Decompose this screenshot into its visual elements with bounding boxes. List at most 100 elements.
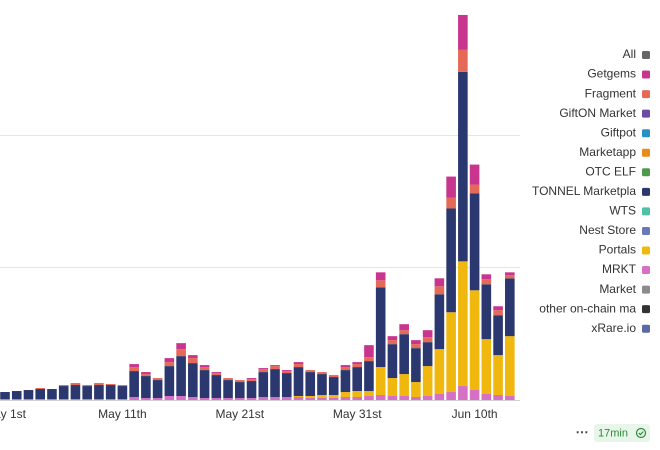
bar-segment: [129, 367, 139, 372]
bar-segment: [117, 399, 128, 400]
bar-segment: [281, 397, 292, 400]
bar-segment: [199, 367, 210, 371]
bar-segment: [152, 398, 163, 400]
bar-segment: [375, 287, 386, 368]
bar-segment: [340, 367, 351, 371]
legend-swatch: [642, 148, 650, 157]
bar-segment: [352, 397, 362, 400]
legend-swatch: [642, 51, 650, 59]
bar-segment: [70, 399, 81, 400]
bar-segment: [317, 374, 327, 396]
x-tick-label: May 11th: [98, 407, 146, 421]
bar-segment: [481, 284, 492, 340]
bar-segment: [364, 391, 374, 397]
bar-segment: [305, 396, 316, 399]
bar-segment: [375, 272, 386, 281]
bar-segment: [375, 367, 386, 396]
legend-label: other on-chain ma: [539, 301, 636, 315]
bar-segment: [399, 334, 409, 375]
legend-label: TONNEL Marketpla: [532, 184, 636, 198]
bar-segment: [411, 382, 421, 398]
bar-segment: [422, 337, 433, 343]
legend: All Getgems Fragment GiftON Market Giftpot Ma…: [532, 47, 650, 335]
bar-segment: [270, 397, 280, 400]
bar-segment: [47, 399, 57, 400]
bar-segment: [258, 369, 269, 373]
legend-label: MRKT: [602, 262, 637, 276]
legend-label: OTC ELF: [585, 164, 636, 178]
bar-segment: [340, 370, 351, 393]
legend-label: xRare.io: [591, 321, 636, 335]
legend-swatch: [642, 266, 650, 275]
bar-segment: [258, 397, 269, 400]
bar-segment: [293, 367, 304, 397]
bar-segment: [141, 398, 151, 400]
legend-swatch: [642, 109, 650, 118]
bar-segment: [246, 378, 257, 380]
x-tick-label: Jun 10th: [452, 407, 498, 421]
legend-swatch: [642, 285, 650, 294]
bar-segment: [352, 364, 362, 368]
bar-segment: [94, 383, 104, 386]
bar-segment: [375, 280, 386, 288]
bar-segment: [129, 371, 139, 398]
x-tick-label: May 1st: [0, 407, 27, 421]
bar-segment: [469, 164, 480, 185]
bar-segment: [446, 197, 456, 209]
bar-segment: [211, 398, 222, 400]
bar-segment: [47, 389, 57, 400]
x-tick-label: May 21st: [215, 407, 264, 421]
bar-segment: [211, 373, 222, 376]
bar-segment: [364, 361, 374, 392]
bar-segment: [0, 392, 10, 400]
bar-segment: [235, 380, 245, 383]
bar-segment: [164, 358, 175, 363]
bar-segment: [352, 391, 362, 398]
bar-segment: [293, 364, 304, 368]
bar-segment: [422, 396, 433, 400]
bar-segment: [105, 399, 116, 400]
bar-segment: [446, 392, 456, 400]
bar-segment: [223, 398, 233, 400]
bar-segment: [141, 374, 151, 377]
bar-segment: [364, 345, 374, 358]
bar-segment: [317, 372, 327, 375]
bar-segment: [94, 399, 104, 400]
bar-segment: [188, 397, 198, 400]
legend-swatch: [642, 168, 650, 177]
bar-segment: [469, 290, 480, 391]
bar-segment: [305, 398, 316, 400]
bar-segment: [352, 367, 362, 392]
bar-segment: [164, 396, 175, 400]
more-menu[interactable]: ⋯: [576, 424, 589, 439]
status-badge: [594, 424, 650, 442]
bar-segment: [317, 395, 327, 399]
bar-segment: [387, 336, 398, 341]
bar-segment: [164, 366, 175, 397]
check-icon: [635, 427, 647, 439]
legend-label: WTS: [609, 204, 636, 218]
bar-segment: [387, 378, 398, 397]
bar-segment: [105, 384, 116, 386]
legend-label: Portals: [599, 243, 636, 257]
bar-segment: [58, 386, 69, 400]
bar-segment: [58, 399, 69, 400]
bar-segment: [434, 294, 445, 350]
plot-area: May 1st May 11th May 21st May 31st Jun 10th: [0, 14, 520, 421]
bar-segment: [352, 362, 362, 365]
bar-segment: [364, 357, 374, 362]
bar-segment: [270, 366, 280, 370]
check-mark: [638, 431, 644, 436]
bar-segment: [505, 396, 515, 400]
bar-segment: [11, 391, 22, 400]
bar-segment: [340, 365, 351, 368]
bar-segment: [481, 279, 492, 285]
bar-segment: [328, 398, 339, 400]
bar-segment: [493, 315, 503, 356]
bar-segment: [235, 398, 245, 400]
legend-label: GiftON Market: [559, 106, 636, 120]
bar-segment: [434, 349, 445, 395]
bar-segment: [469, 184, 480, 194]
bar-segment: [469, 193, 480, 291]
